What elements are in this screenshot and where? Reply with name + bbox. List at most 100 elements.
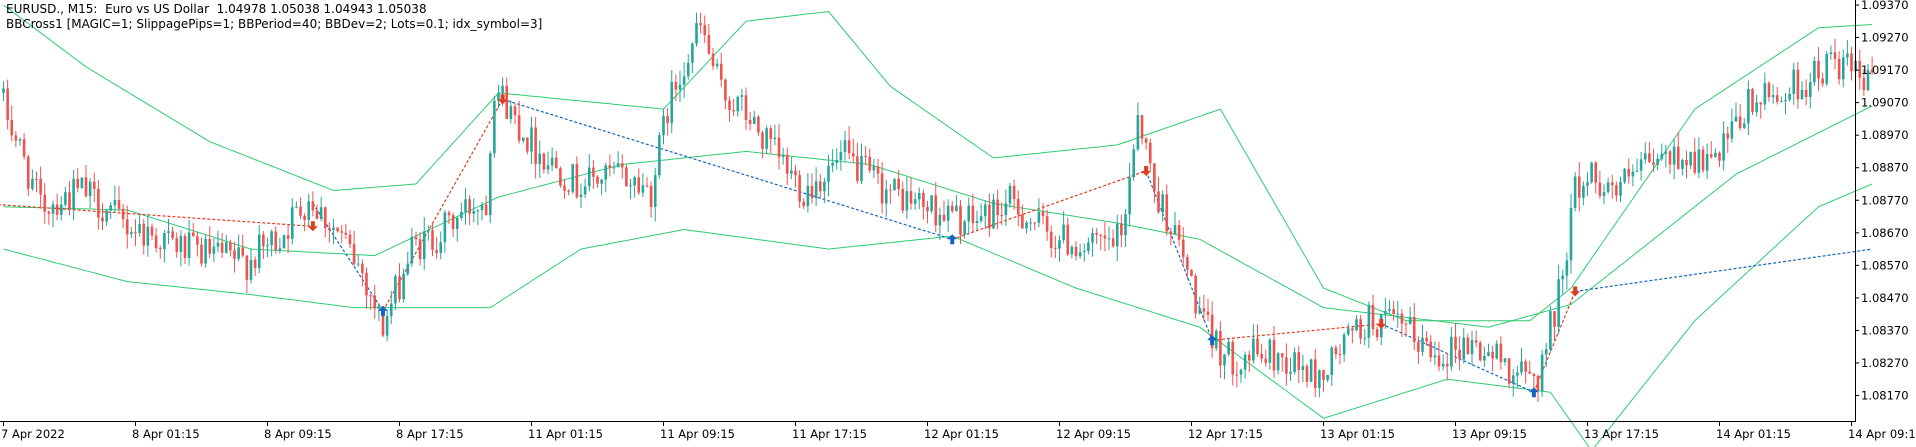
candle xyxy=(876,158,880,184)
time-tick-label: 12 Apr 01:15 xyxy=(924,427,999,441)
candle-body xyxy=(1404,323,1408,325)
candle xyxy=(1107,226,1111,250)
candle-body xyxy=(18,139,22,141)
candle xyxy=(377,303,381,322)
candle-body xyxy=(1582,185,1585,198)
candle-body xyxy=(121,208,125,220)
candle-body xyxy=(1709,154,1713,158)
time-tick-label: 14 Apr 01:15 xyxy=(1716,427,1791,441)
candle-body xyxy=(897,178,900,190)
candle-body xyxy=(1648,153,1651,163)
candle xyxy=(1577,161,1581,212)
candle xyxy=(1322,369,1325,392)
candle xyxy=(913,192,917,211)
candle xyxy=(1371,294,1375,336)
candle-body xyxy=(431,230,434,250)
candle xyxy=(612,161,616,175)
candle xyxy=(1536,374,1540,402)
candle-body xyxy=(864,155,867,157)
candle xyxy=(794,164,797,188)
candle xyxy=(1095,228,1098,245)
candle-body xyxy=(1070,246,1074,255)
candle xyxy=(1437,341,1441,372)
candle-body xyxy=(125,219,129,235)
time-tick-label: 11 Apr 17:15 xyxy=(792,427,867,441)
buy-arrow-icon xyxy=(378,305,388,316)
candle xyxy=(530,117,533,165)
candle xyxy=(691,42,694,74)
candle-body xyxy=(191,232,195,237)
candle-body xyxy=(229,242,232,251)
candle-body xyxy=(827,165,830,182)
candle xyxy=(1722,121,1725,171)
candle xyxy=(868,148,872,174)
candle xyxy=(224,235,228,254)
candle-body xyxy=(253,259,257,268)
candle xyxy=(1318,369,1321,398)
candle-body xyxy=(1268,339,1272,363)
candle xyxy=(1433,341,1437,366)
candle xyxy=(1833,38,1837,70)
candle xyxy=(1326,374,1329,383)
candle xyxy=(1396,300,1400,329)
price-tick-label: 1.09070 xyxy=(1861,96,1909,110)
candle xyxy=(43,183,47,224)
price-tick-label: 1.08270 xyxy=(1861,356,1909,370)
candle-body xyxy=(480,204,484,211)
candle xyxy=(1124,208,1127,248)
candle xyxy=(596,175,599,188)
candle xyxy=(1685,150,1688,179)
candle xyxy=(1103,221,1107,252)
candle xyxy=(1734,102,1738,122)
candle-body xyxy=(744,95,748,120)
candle-body xyxy=(653,175,657,207)
candle-body xyxy=(1623,168,1626,182)
candle xyxy=(1293,347,1296,375)
candle-body xyxy=(460,212,463,218)
candle-body xyxy=(699,23,702,26)
candle-body xyxy=(670,81,674,124)
candle xyxy=(1441,354,1445,371)
candle xyxy=(645,177,649,188)
candle xyxy=(571,163,575,194)
candle-body xyxy=(1049,231,1053,248)
candle xyxy=(1532,373,1536,389)
candle-body xyxy=(971,205,975,224)
candle xyxy=(587,154,591,192)
candle-body xyxy=(1058,240,1061,249)
candle-body xyxy=(752,116,756,124)
candle-body xyxy=(707,35,711,54)
candle-body xyxy=(1590,162,1593,183)
candle xyxy=(1045,209,1049,241)
candle-body xyxy=(955,205,958,212)
candle xyxy=(1664,144,1668,168)
candle xyxy=(352,230,356,266)
candle-body xyxy=(1338,354,1342,356)
candle xyxy=(1384,297,1387,329)
candle-body xyxy=(1437,355,1441,367)
candle-body xyxy=(946,205,950,221)
candle-body xyxy=(872,166,876,171)
price-tick-label: 1.09170 xyxy=(1861,63,1909,77)
candle-body xyxy=(1615,185,1618,196)
candle xyxy=(464,188,467,225)
candle-body xyxy=(138,223,141,233)
candle xyxy=(790,156,793,180)
candle-body xyxy=(344,232,348,235)
candle xyxy=(695,12,698,47)
candle xyxy=(686,54,690,80)
candle xyxy=(1025,220,1028,234)
candle-body xyxy=(1784,99,1787,102)
candle-body xyxy=(649,185,653,207)
candle xyxy=(319,196,323,222)
candle xyxy=(286,223,290,253)
candle-body xyxy=(1829,52,1833,54)
candle-body xyxy=(84,177,88,197)
candle xyxy=(290,198,294,245)
candle xyxy=(369,294,372,310)
candle xyxy=(649,181,653,218)
candle xyxy=(608,154,612,177)
candle-body xyxy=(839,151,843,160)
candle-body xyxy=(1701,149,1705,171)
